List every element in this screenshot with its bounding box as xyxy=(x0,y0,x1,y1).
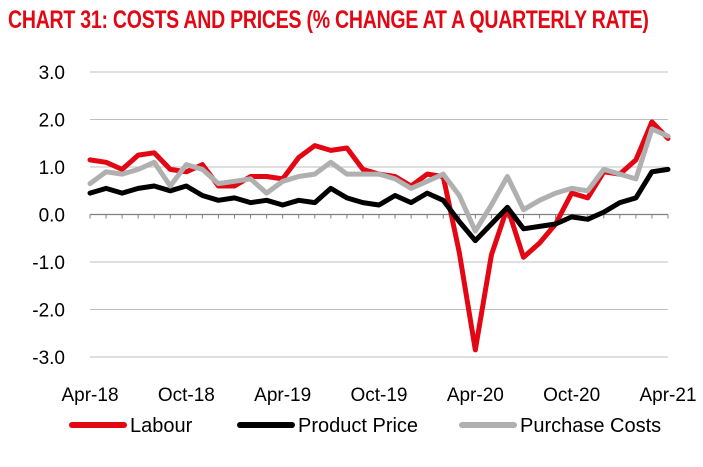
y-tick-label: -2.0 xyxy=(32,301,65,322)
x-tick-label: Apr-21 xyxy=(639,385,696,406)
y-tick-label: -3.0 xyxy=(32,348,65,369)
x-tick-label: Oct-18 xyxy=(158,385,215,406)
y-tick-label: 1.0 xyxy=(39,158,65,179)
x-tick-label: Oct-20 xyxy=(543,385,600,406)
legend-label: Labour xyxy=(130,415,193,437)
legend-label: Purchase Costs xyxy=(520,415,661,437)
series-line-purchase-costs xyxy=(87,126,671,234)
y-tick-label: 3.0 xyxy=(39,63,65,84)
x-tick-label: Oct-19 xyxy=(350,385,407,406)
x-tick-label: Apr-20 xyxy=(447,385,504,406)
y-tick-label: 2.0 xyxy=(39,111,65,132)
x-tick-label: Apr-19 xyxy=(254,385,311,406)
x-tick-labels: Apr-18 Oct-18 Apr-19 Oct-19 Apr-20 Oct-20 Apr-… xyxy=(61,385,696,406)
y-tick-label: 0.0 xyxy=(39,206,65,227)
y-tick-label: -1.0 xyxy=(32,253,65,274)
legend-item-purchase-costs: Purchase Costs xyxy=(459,415,661,437)
series-line-product-price xyxy=(87,166,671,244)
chart-title: CHART 31: COSTS AND PRICES (% CHANGE AT … xyxy=(8,6,649,34)
series-line-labour xyxy=(87,119,671,353)
legend-label: Product Price xyxy=(298,415,418,437)
legend-item-product-price: Product Price xyxy=(237,415,418,437)
series-lines xyxy=(87,119,671,353)
y-tick-labels: 3.0 2.0 1.0 0.0 -1.0 -2.0 -3.0 xyxy=(32,63,65,369)
legend-item-labour: Labour xyxy=(69,415,193,437)
x-tick-label: Apr-18 xyxy=(61,385,118,406)
legend: Labour Product Price Purchase Costs xyxy=(69,415,661,437)
